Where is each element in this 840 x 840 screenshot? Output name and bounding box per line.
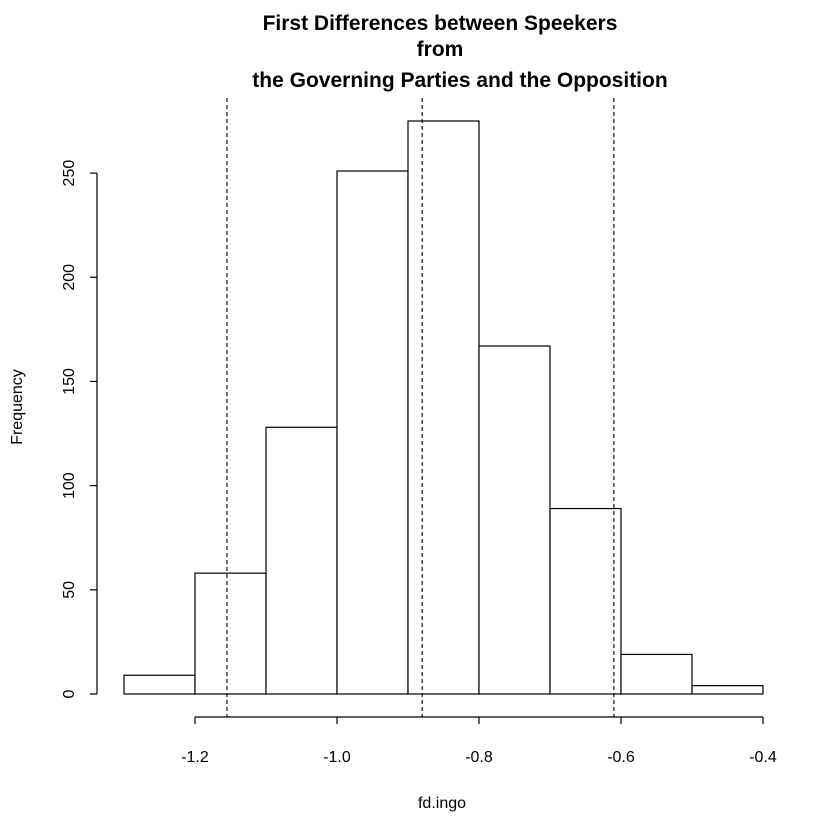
y-tick-label-0: 0 <box>61 689 78 698</box>
y-axis-title: Frequency <box>9 369 26 445</box>
x-tick-label-1: -1.0 <box>323 749 351 766</box>
histogram-bars <box>123 120 764 695</box>
y-tick-label-3: 150 <box>61 368 78 395</box>
x-axis: -1.2 -1.0 -0.8 -0.6 -0.4 <box>181 716 777 766</box>
chart-title-line-1: First Differences between Speekers <box>263 12 618 35</box>
histogram-bar-3 <box>336 170 409 695</box>
chart-title-line-3: the Governing Parties and the Opposition <box>252 69 667 92</box>
y-tick-label-5: 250 <box>61 160 78 187</box>
x-tick-label-0: -1.2 <box>181 749 209 766</box>
reference-lines <box>226 98 615 717</box>
x-axis-title: fd.ingo <box>418 795 466 812</box>
histogram-bar-5 <box>478 345 551 695</box>
y-tick-label-1: 50 <box>61 581 78 599</box>
histogram-bar-0 <box>123 674 196 695</box>
y-tick-label-4: 200 <box>61 264 78 291</box>
x-tick-label-2: -0.8 <box>465 749 493 766</box>
x-tick-label-3: -0.6 <box>607 749 635 766</box>
x-tick-label-4: -0.4 <box>749 749 777 766</box>
histogram-bar-2 <box>265 426 338 695</box>
y-tick-label-2: 100 <box>61 472 78 499</box>
histogram-bar-7 <box>620 653 693 695</box>
histogram-bar-6 <box>549 507 622 695</box>
chart-title-line-2: from <box>417 38 464 61</box>
histogram-bar-8 <box>691 685 764 695</box>
chart-title: First Differences between Speekers from … <box>252 12 667 92</box>
histogram-bar-4 <box>407 120 480 695</box>
histogram-bar-1 <box>194 572 267 695</box>
y-axis: 0 50 100 150 200 250 <box>61 160 98 698</box>
